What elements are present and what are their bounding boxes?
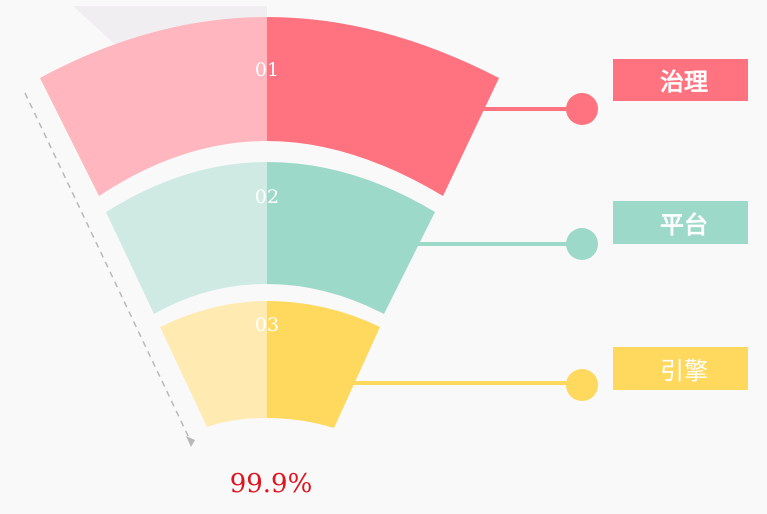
segment-02-connector-dot [566, 228, 598, 260]
segment-03-number: 03 [255, 314, 279, 336]
segment-02-left-half [106, 162, 267, 314]
segment-02-label: 平台 [660, 211, 708, 239]
segment-02-number: 02 [255, 186, 279, 208]
segment-03-right-half [267, 301, 380, 428]
segment-01-label: 治理 [660, 68, 708, 96]
segment-03-left-half [160, 301, 267, 427]
segment-01-connector-dot [566, 93, 598, 125]
guide-dashed-line [24, 92, 191, 441]
segment-02-right-half [267, 162, 435, 314]
segment-01-number: 01 [255, 59, 279, 81]
segment-01-right-half [267, 17, 499, 196]
segment-03-connector-dot [566, 369, 598, 401]
guide-arrow-head [186, 436, 195, 447]
funnel-segment-03: 03 引擎 [160, 301, 748, 428]
funnel-segment-01: 01 治理 [40, 17, 748, 196]
segment-01-left-half [40, 17, 267, 196]
segment-03-label-box [613, 347, 748, 390]
funnel-segment-02: 02 平台 [106, 162, 748, 314]
footer-percentage: 99.9% [230, 469, 313, 499]
segment-02-label-box [613, 201, 748, 244]
segment-03-label: 引擎 [660, 357, 708, 385]
segment-01-label-box [613, 59, 748, 101]
